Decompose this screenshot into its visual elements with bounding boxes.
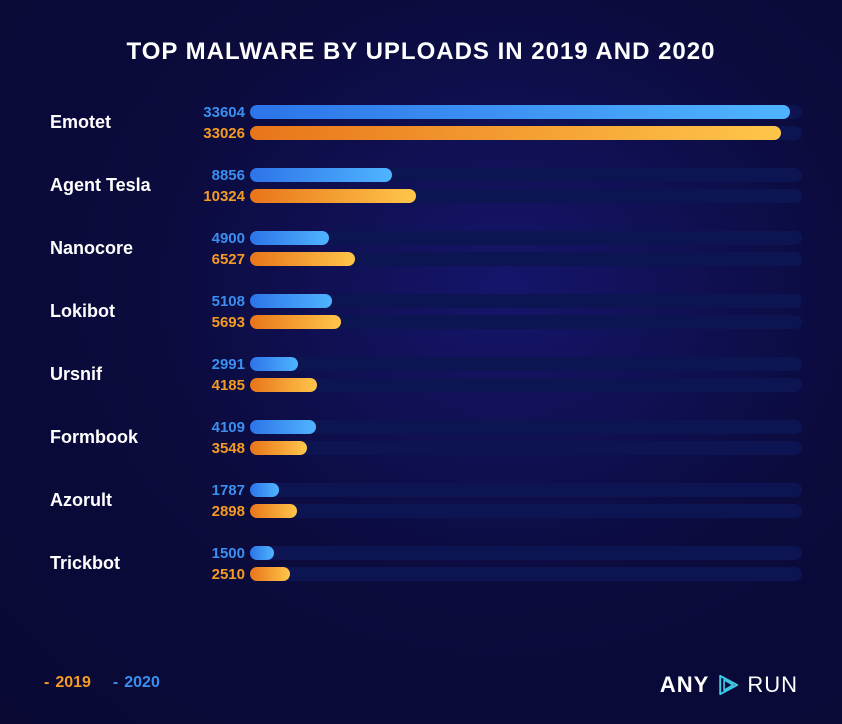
bar-pair: 2991 4185 [190, 352, 802, 397]
bar-line: 2898 [190, 502, 802, 520]
row-group: Trickbot1500 2510 [50, 541, 802, 586]
bar-track [250, 420, 802, 434]
bar-track [250, 504, 802, 518]
category-label: Nanocore [50, 238, 190, 259]
bar-fill [250, 105, 790, 119]
row-group: Azorult1787 2898 [50, 478, 802, 523]
value-label: 10324 [190, 188, 245, 205]
bar-pair: 1787 2898 [190, 478, 802, 523]
bar-line: 8856 [190, 166, 802, 184]
bar-pair: 4900 6527 [190, 226, 802, 271]
bar-line: 5108 [190, 292, 802, 310]
bar-line: 33604 [190, 103, 802, 121]
category-label: Emotet [50, 112, 190, 133]
legend-dash-2020: - [113, 674, 118, 692]
category-label: Lokibot [50, 301, 190, 322]
value-label: 2510 [190, 566, 245, 583]
brand-logo: ANY RUN [660, 672, 798, 698]
bar-track [250, 231, 802, 245]
bar-line: 3548 [190, 439, 802, 457]
bar-fill [250, 483, 279, 497]
bar-fill [250, 441, 307, 455]
value-label: 6527 [190, 251, 245, 268]
bar-fill [250, 357, 298, 371]
value-label: 3548 [190, 440, 245, 457]
bar-line: 4109 [190, 418, 802, 436]
bar-fill [250, 231, 329, 245]
row-group: Nanocore4900 6527 [50, 226, 802, 271]
legend-label-2020: 2020 [124, 674, 160, 692]
value-label: 2991 [190, 356, 245, 373]
chart-container: TOP MALWARE BY UPLOADS IN 2019 AND 2020 … [0, 0, 842, 724]
bar-line: 33026 [190, 124, 802, 142]
value-label: 33604 [190, 104, 245, 121]
row-group: Ursnif2991 4185 [50, 352, 802, 397]
row-group: Lokibot5108 5693 [50, 289, 802, 334]
chart-title: TOP MALWARE BY UPLOADS IN 2019 AND 2020 [40, 38, 802, 66]
row-group: Emotet33604 33026 [50, 100, 802, 145]
bar-fill [250, 546, 274, 560]
bar-track [250, 378, 802, 392]
bar-fill [250, 315, 341, 329]
value-label: 5693 [190, 314, 245, 331]
category-label: Azorult [50, 490, 190, 511]
bar-track [250, 294, 802, 308]
bar-line: 4900 [190, 229, 802, 247]
value-label: 5108 [190, 293, 245, 310]
bar-pair: 1500 2510 [190, 541, 802, 586]
bar-fill [250, 378, 317, 392]
bar-line: 2991 [190, 355, 802, 373]
value-label: 8856 [190, 167, 245, 184]
value-label: 4185 [190, 377, 245, 394]
bar-line: 6527 [190, 250, 802, 268]
legend-dash-2019: - [44, 674, 49, 692]
category-label: Trickbot [50, 553, 190, 574]
value-label: 2898 [190, 503, 245, 520]
category-label: Ursnif [50, 364, 190, 385]
bar-fill [250, 168, 392, 182]
bar-track [250, 357, 802, 371]
bar-fill [250, 504, 297, 518]
bar-pair: 5108 5693 [190, 289, 802, 334]
bar-fill [250, 294, 332, 308]
bar-track [250, 567, 802, 581]
bar-line: 2510 [190, 565, 802, 583]
value-label: 33026 [190, 125, 245, 142]
bar-pair: 33604 33026 [190, 100, 802, 145]
category-label: Agent Tesla [50, 175, 190, 196]
bar-fill [250, 420, 316, 434]
row-group: Formbook4109 3548 [50, 415, 802, 460]
legend-item-2019: - 2019 [44, 674, 91, 692]
bar-line: 5693 [190, 313, 802, 331]
bar-line: 1787 [190, 481, 802, 499]
value-label: 4900 [190, 230, 245, 247]
value-label: 4109 [190, 419, 245, 436]
bar-line: 1500 [190, 544, 802, 562]
bar-fill [250, 567, 290, 581]
bar-pair: 4109 3548 [190, 415, 802, 460]
play-icon [715, 672, 741, 698]
legend: - 2019 - 2020 [44, 674, 160, 692]
bar-pair: 8856 10324 [190, 163, 802, 208]
logo-text-run: RUN [747, 672, 798, 698]
legend-item-2020: - 2020 [113, 674, 160, 692]
bar-fill [250, 189, 416, 203]
logo-text-any: ANY [660, 672, 709, 698]
value-label: 1500 [190, 545, 245, 562]
bar-fill [250, 252, 355, 266]
bar-line: 10324 [190, 187, 802, 205]
chart-area: Emotet33604 33026 Agent Tesla8856 10324 Nano… [50, 100, 802, 586]
legend-label-2019: 2019 [55, 674, 91, 692]
bar-track [250, 483, 802, 497]
bar-fill [250, 126, 781, 140]
bar-line: 4185 [190, 376, 802, 394]
row-group: Agent Tesla8856 10324 [50, 163, 802, 208]
bar-track [250, 441, 802, 455]
bar-track [250, 546, 802, 560]
value-label: 1787 [190, 482, 245, 499]
category-label: Formbook [50, 427, 190, 448]
